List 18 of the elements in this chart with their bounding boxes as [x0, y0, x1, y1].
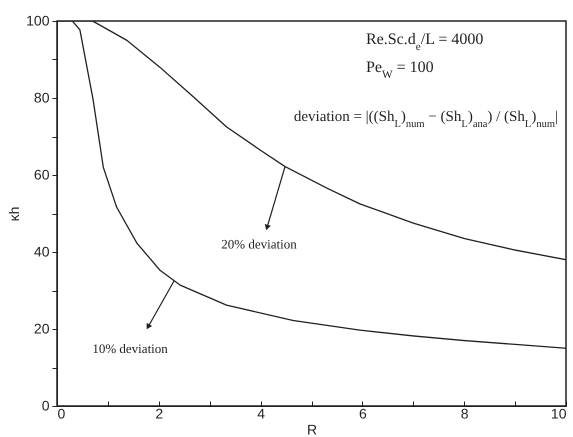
x-tick-label: 2 [155, 406, 164, 422]
y-axis-title: κh [6, 206, 22, 222]
y-tick-label: 60 [34, 166, 50, 182]
annotation: 10% deviation [92, 340, 168, 356]
x-axis-title: R [306, 422, 318, 437]
x-tick-label: 10 [550, 406, 567, 422]
x-tick-label: 4 [257, 406, 266, 422]
y-tick-label: 80 [34, 90, 50, 106]
y-tick-label: 20 [34, 320, 50, 336]
annotation: Pe$_{W}$ = 100 [366, 59, 434, 81]
x-tick-label: 8 [460, 406, 469, 422]
y-tick-label: 40 [34, 244, 50, 260]
text: deviation = |((Sh$_{L}$)$_{num}$ − (Sh$_{L}$)$_{ana}$) / (Sh$_{L}$)$_{num}$| [294, 109, 558, 130]
annotation: Re.Sc.d$_{e}$/L = 4000 [366, 31, 484, 53]
x-tick-label: 6 [359, 406, 367, 422]
annotation: 20% deviation [221, 236, 298, 252]
y-tick-label: 100 [26, 12, 50, 28]
x-tick-label: 0 [58, 406, 66, 422]
